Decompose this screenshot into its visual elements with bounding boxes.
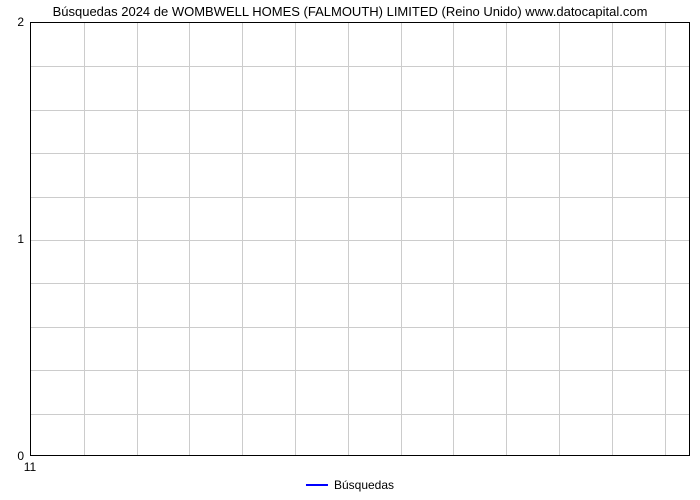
plot-area [30, 22, 690, 456]
gridline-vertical [453, 23, 454, 455]
gridline-vertical [665, 23, 666, 455]
legend: Búsquedas [306, 478, 394, 492]
gridline-vertical [559, 23, 560, 455]
y-tick-label: 0 [0, 449, 24, 463]
gridline-vertical [242, 23, 243, 455]
gridline-vertical [189, 23, 190, 455]
gridline-horizontal [31, 283, 689, 284]
gridline-horizontal [31, 197, 689, 198]
gridline-horizontal [31, 327, 689, 328]
gridline-horizontal [31, 110, 689, 111]
gridline-vertical [612, 23, 613, 455]
gridline-horizontal [31, 370, 689, 371]
chart-container: Búsquedas 2024 de WOMBWELL HOMES (FALMOU… [0, 0, 700, 500]
y-tick-label: 1 [0, 232, 24, 246]
gridline-vertical [348, 23, 349, 455]
gridline-vertical [295, 23, 296, 455]
gridline-horizontal [31, 153, 689, 154]
gridline-horizontal [31, 414, 689, 415]
gridline-vertical [506, 23, 507, 455]
gridline-vertical [84, 23, 85, 455]
x-tick-label: 11 [24, 460, 36, 474]
gridline-vertical [137, 23, 138, 455]
legend-label: Búsquedas [334, 478, 394, 492]
gridline-horizontal [31, 240, 689, 241]
gridline-horizontal [31, 66, 689, 67]
gridline-vertical [401, 23, 402, 455]
y-tick-label: 2 [0, 15, 24, 29]
chart-title: Búsquedas 2024 de WOMBWELL HOMES (FALMOU… [0, 4, 700, 19]
legend-line [306, 484, 328, 486]
